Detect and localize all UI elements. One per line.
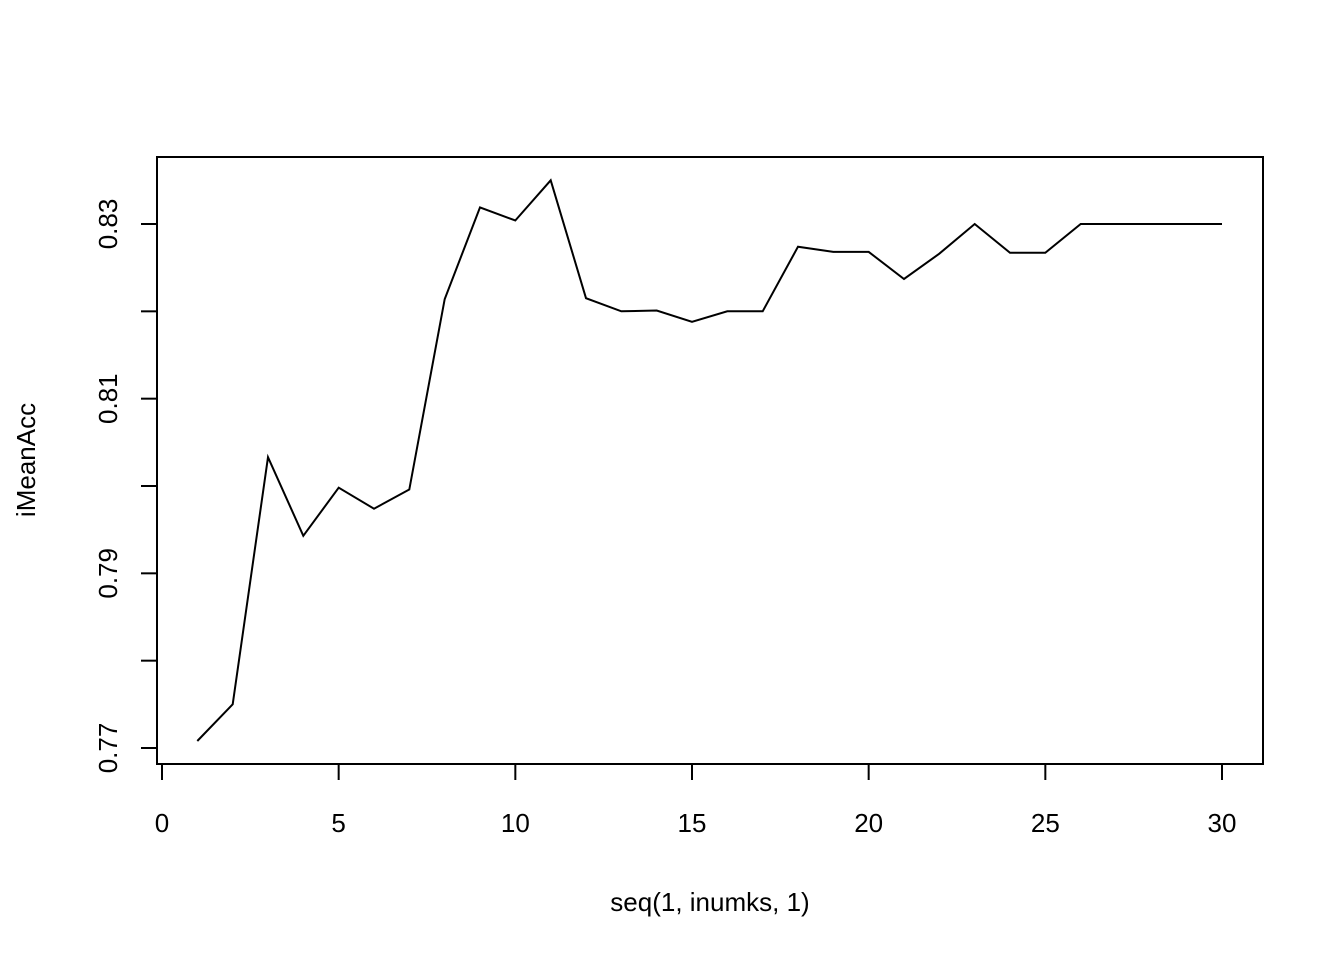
x-tick-label: 5 xyxy=(331,808,345,838)
series-line xyxy=(196,178,1222,742)
x-tick-label: 20 xyxy=(854,808,883,838)
y-axis-title: iMeanAcc xyxy=(11,403,41,517)
y-axis: 0.77 0.79 0.81 0.83 xyxy=(93,199,158,774)
y-tick-label: 0.83 xyxy=(93,199,123,250)
y-tick-label: 0.81 xyxy=(93,373,123,424)
y-tick-label: 0.77 xyxy=(93,723,123,774)
x-tick-label: 25 xyxy=(1031,808,1060,838)
x-tick-label: 10 xyxy=(501,808,530,838)
x-tick-label: 15 xyxy=(678,808,707,838)
x-axis: 0 5 10 15 20 25 30 xyxy=(155,763,1237,838)
x-axis-title: seq(1, inumks, 1) xyxy=(610,887,809,917)
series-layer xyxy=(196,178,1222,742)
x-tick-label: 0 xyxy=(155,808,169,838)
x-tick-label: 30 xyxy=(1208,808,1237,838)
plot-frame xyxy=(156,156,1264,765)
y-tick-label: 0.79 xyxy=(93,548,123,599)
